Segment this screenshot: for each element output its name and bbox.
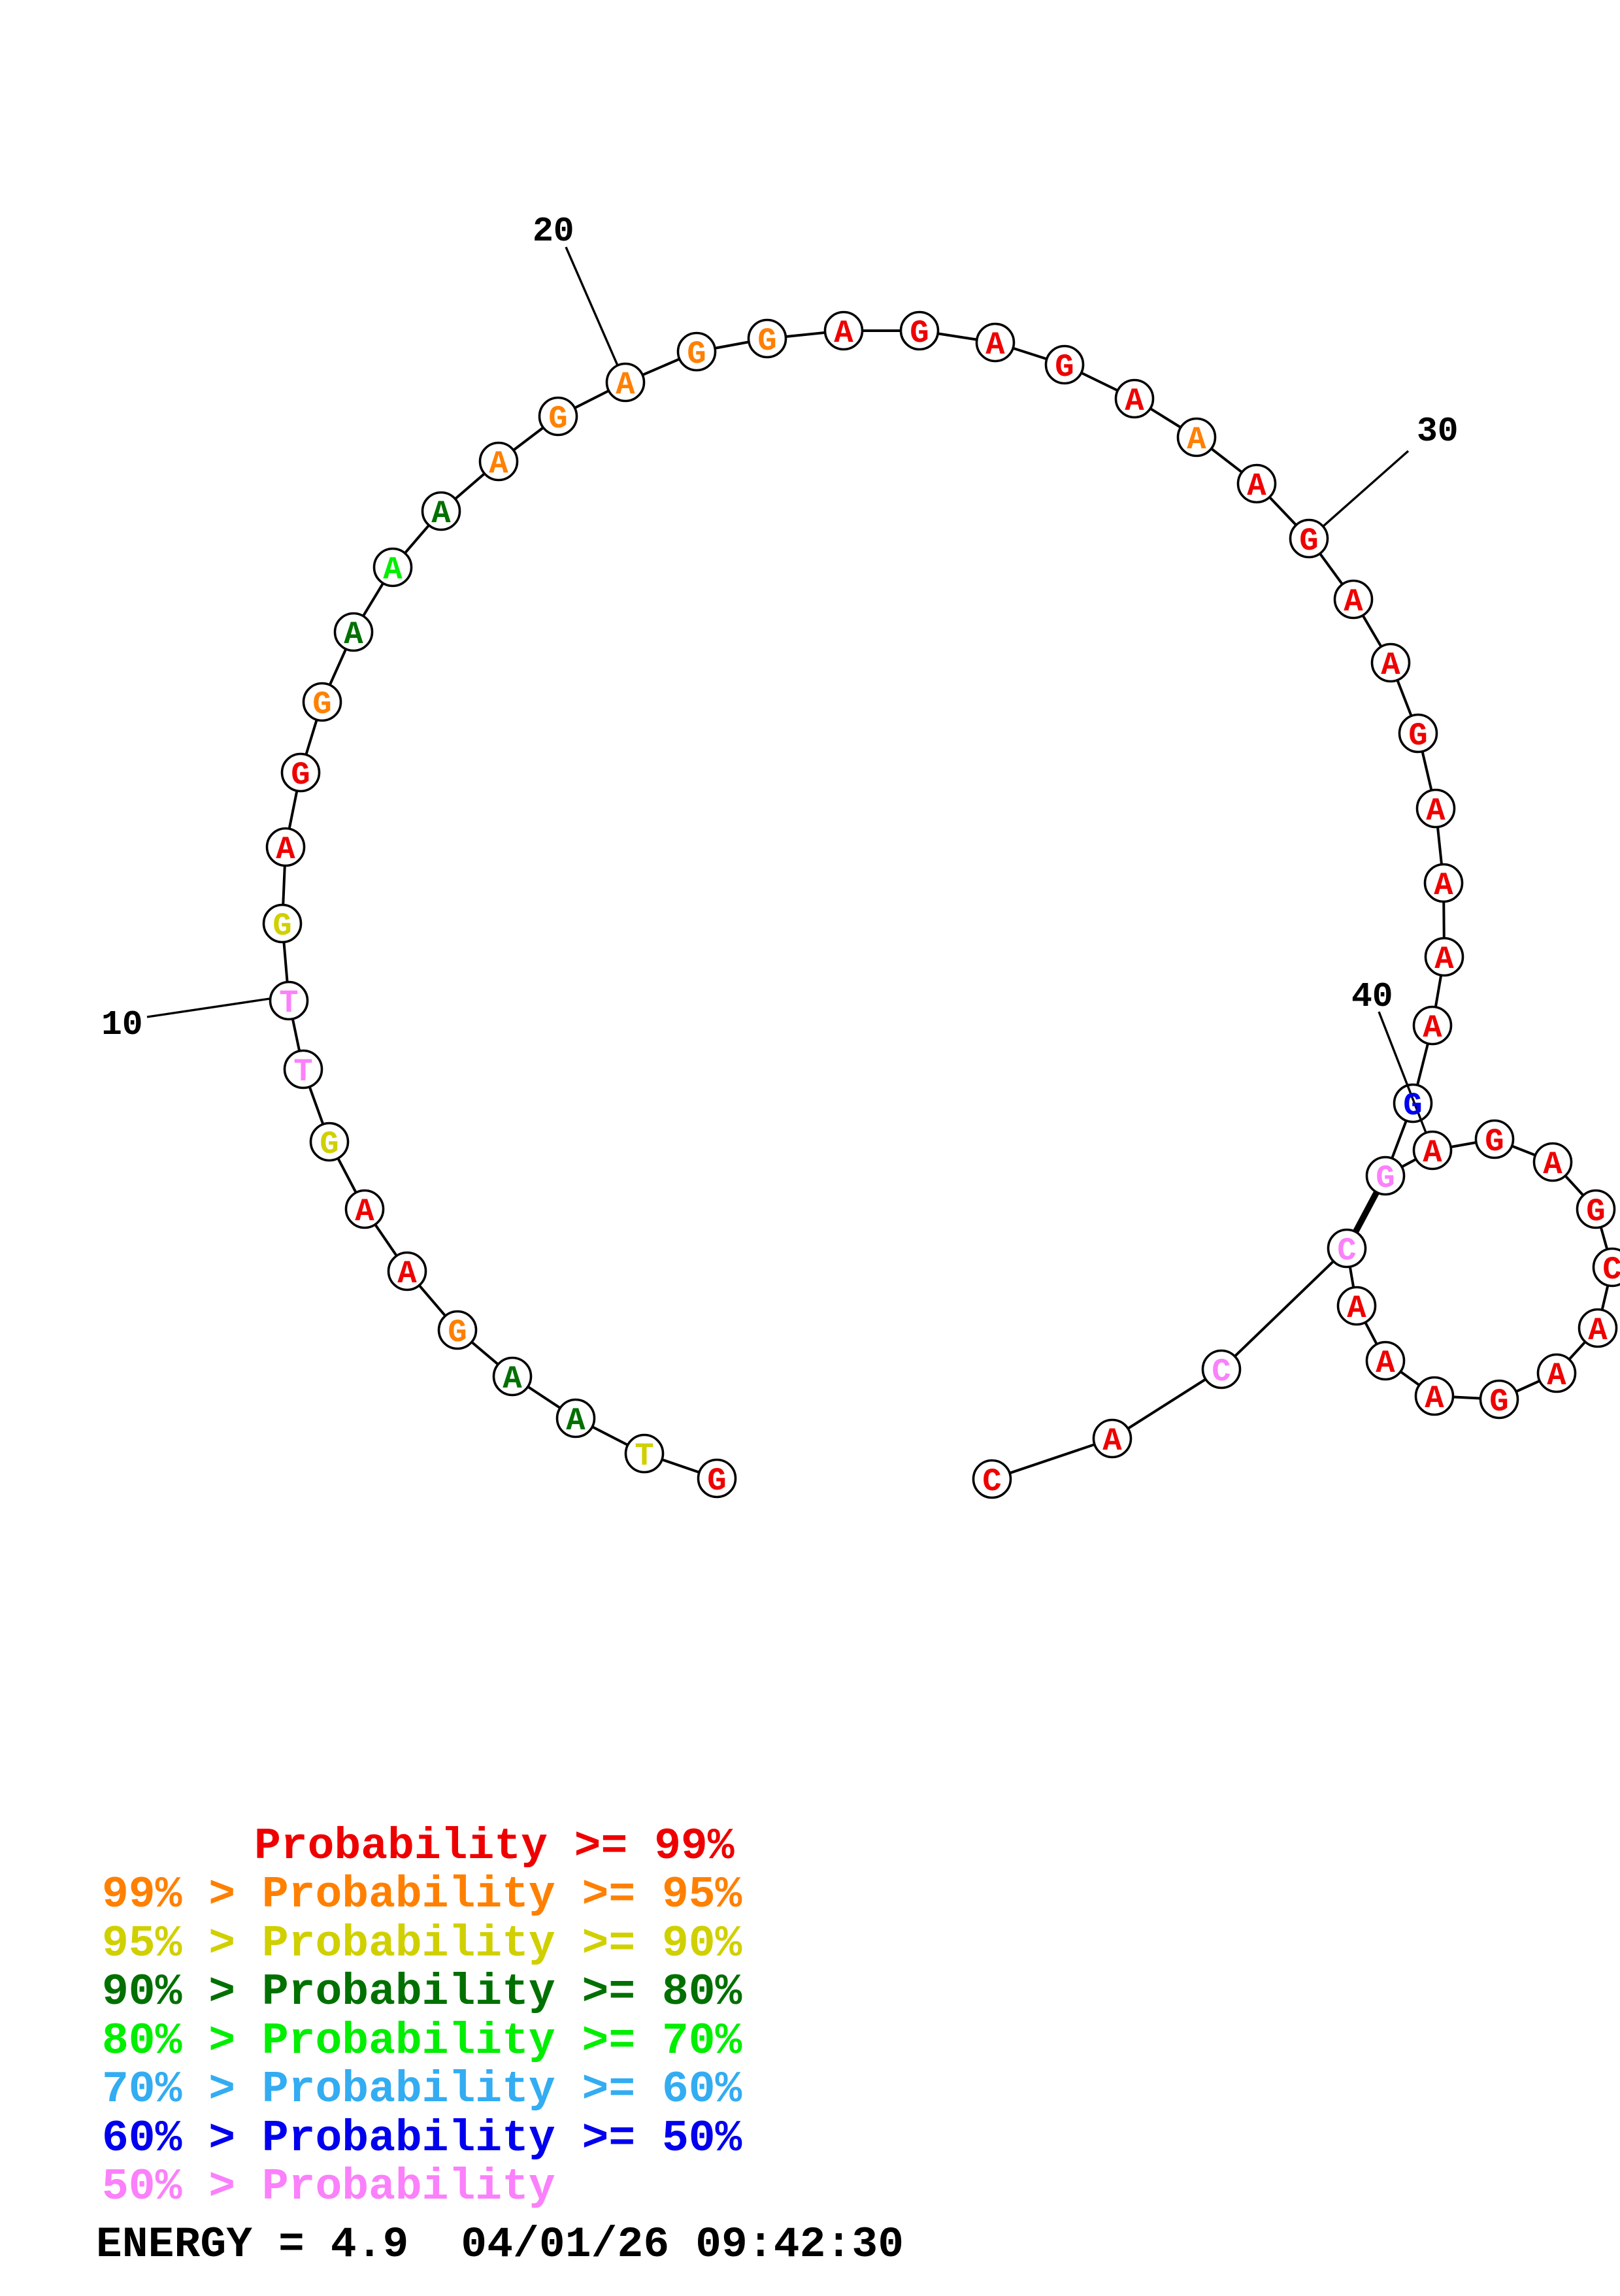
svg-text:A: A [276,831,295,868]
svg-text:A: A [397,1256,417,1292]
svg-text:G: G [273,908,291,944]
svg-text:A: A [1434,867,1453,904]
svg-text:A: A [1344,584,1363,620]
svg-text:A: A [1425,1380,1444,1417]
svg-text:50% > Probability: 50% > Probability [102,2162,555,2212]
svg-text:A: A [1434,941,1454,978]
svg-text:A: A [344,616,363,653]
svg-text:G: G [1485,1123,1504,1160]
svg-text:20: 20 [533,212,574,251]
svg-text:A: A [431,495,451,532]
svg-text:A: A [1426,793,1446,829]
svg-text:A: A [1547,1357,1566,1394]
svg-text:C: C [1212,1354,1231,1390]
svg-text:G: G [448,1314,467,1351]
svg-text:A: A [1423,1010,1442,1046]
svg-text:30: 30 [1417,412,1459,451]
svg-text:60% > Probability >= 50%: 60% > Probability >= 50% [102,2114,742,2164]
svg-text:G: G [1299,523,1318,559]
svg-text:95% > Probability >= 90%: 95% > Probability >= 90% [102,1919,742,1969]
svg-text:G: G [1586,1193,1605,1230]
svg-text:G: G [1489,1384,1508,1420]
svg-text:G: G [1403,1088,1422,1124]
svg-text:70% > Probability >= 60%: 70% > Probability >= 60% [102,2065,742,2115]
svg-text:A: A [1543,1146,1562,1183]
svg-text:A: A [1381,647,1400,684]
svg-text:A: A [985,327,1005,363]
svg-text:10: 10 [101,1005,143,1044]
svg-text:G: G [320,1126,339,1163]
svg-text:A: A [1187,422,1206,458]
svg-text:A: A [1376,1345,1395,1382]
svg-text:G: G [291,757,310,793]
svg-text:A: A [1347,1290,1366,1327]
svg-text:C: C [982,1463,1001,1500]
svg-text:A: A [1102,1423,1122,1459]
svg-text:T: T [293,1054,312,1090]
svg-text:A: A [1588,1312,1608,1349]
svg-text:ENERGY = 4.9 04/01/26 09:42:3: ENERGY = 4.9 04/01/26 09:42:30 [96,2220,904,2269]
svg-text:T: T [279,985,298,1022]
svg-text:80% > Probability >= 70%: 80% > Probability >= 70% [102,2016,742,2067]
svg-text:G: G [548,401,567,437]
svg-text:G: G [1376,1160,1395,1197]
svg-text:A: A [834,315,853,352]
svg-text:40: 40 [1351,977,1393,1016]
svg-text:C: C [1337,1233,1356,1269]
svg-text:T: T [635,1438,653,1474]
svg-text:G: G [757,323,776,359]
svg-text:G: G [1408,718,1427,754]
svg-text:G: G [707,1463,726,1499]
svg-text:C: C [1602,1252,1620,1288]
svg-text:Probability >= 99%: Probability >= 99% [254,1822,735,1872]
svg-text:A: A [1125,383,1144,420]
svg-text:99% > Probability >= 95%: 99% > Probability >= 95% [102,1870,742,1920]
svg-text:G: G [910,315,929,352]
svg-text:A: A [1247,468,1266,505]
svg-text:90% > Probability >= 80%: 90% > Probability >= 80% [102,1967,742,2018]
svg-text:G: G [1055,349,1074,386]
svg-text:G: G [687,336,706,373]
svg-text:A: A [503,1361,522,1397]
svg-text:A: A [383,552,403,588]
svg-text:A: A [616,367,635,403]
svg-text:A: A [566,1403,586,1439]
svg-text:G: G [312,686,331,723]
svg-text:A: A [489,446,508,482]
svg-text:A: A [1423,1135,1442,1171]
svg-text:A: A [355,1193,374,1230]
